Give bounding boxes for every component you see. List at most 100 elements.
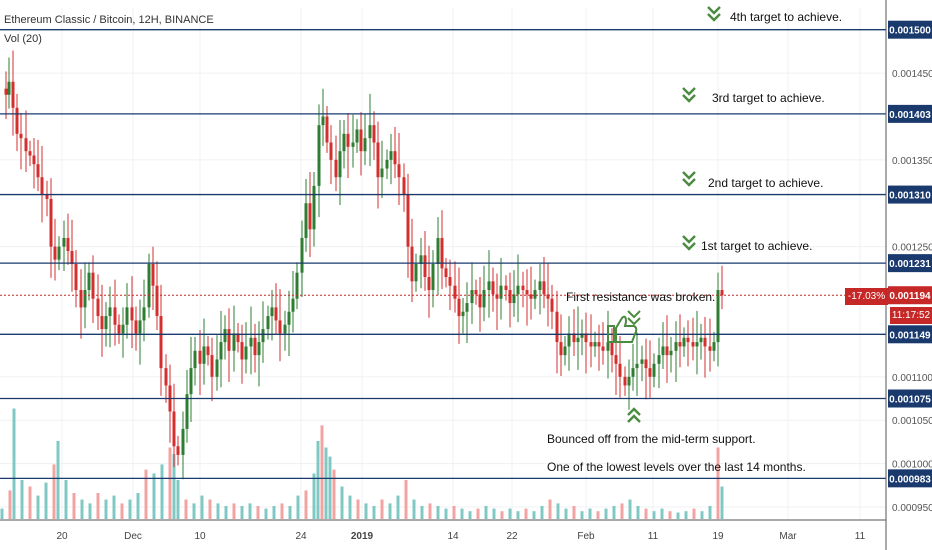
down-chevron-icon xyxy=(682,87,696,103)
candle-body xyxy=(436,237,440,264)
volume-bar xyxy=(720,486,724,519)
level-label-bg xyxy=(888,254,932,273)
volume-bar xyxy=(176,480,180,519)
volume-bar xyxy=(28,486,32,519)
candle-body xyxy=(508,290,512,304)
volume-bar xyxy=(216,503,220,519)
candle-body xyxy=(176,446,180,455)
candle-body xyxy=(346,133,350,147)
level-label: 0.001500 xyxy=(889,26,931,37)
candle-body xyxy=(151,264,155,286)
volume-bar xyxy=(88,503,92,519)
volume-bar xyxy=(96,493,100,519)
level-label: 0.000983 xyxy=(889,474,931,485)
candle-body xyxy=(155,285,159,317)
volume-bar xyxy=(716,447,720,519)
candle-body xyxy=(28,151,32,156)
volume-indicator-label[interactable]: Vol (20) xyxy=(4,33,42,45)
volume-bar xyxy=(428,503,432,519)
candle-body xyxy=(62,237,66,247)
candle-body xyxy=(380,168,384,178)
volume-bar xyxy=(356,499,360,519)
volume-bar xyxy=(532,511,536,519)
candle-body xyxy=(538,281,542,291)
candle-body xyxy=(74,264,78,291)
volume-bar xyxy=(660,508,664,519)
volume-bar xyxy=(264,508,268,519)
candle-body xyxy=(287,311,291,325)
candle-body xyxy=(627,376,631,386)
candle-body xyxy=(516,285,520,295)
price-axis: 0.001450 0.001350 0.001250 0.001100 0.001050… xyxy=(885,0,932,550)
volume-bar xyxy=(524,508,528,519)
candle-body xyxy=(257,342,261,356)
candle-body xyxy=(376,142,380,178)
candle-body xyxy=(334,159,338,178)
annotation-text: 2nd target to achieve. xyxy=(708,176,823,190)
candle-body xyxy=(614,355,618,364)
candle-body xyxy=(448,277,452,286)
candle-body xyxy=(453,285,457,299)
volume-bar xyxy=(596,511,600,519)
volume-bar xyxy=(200,495,204,519)
candle-body xyxy=(461,311,465,317)
volume-bar xyxy=(556,503,560,519)
x-tick-label: 22 xyxy=(506,531,518,542)
volume-bar xyxy=(508,508,512,519)
volume-bar xyxy=(160,464,164,519)
candle-body xyxy=(580,333,584,338)
price-levels: 0.001500 0.001403 0.001310 0.001231 0.001149… xyxy=(0,20,932,488)
candle-body xyxy=(266,316,270,330)
candle-body xyxy=(351,142,355,147)
candle-body xyxy=(631,368,635,377)
x-tick-label: 11 xyxy=(648,531,659,542)
candle-body xyxy=(635,363,639,369)
candle-body xyxy=(189,368,193,395)
y-tick-label: 0.001000 xyxy=(892,460,932,471)
x-tick-label: 19 xyxy=(712,531,724,542)
volume-bar xyxy=(128,499,132,519)
candle-body xyxy=(193,350,197,369)
candle-body xyxy=(198,350,202,364)
candle-body xyxy=(644,359,648,369)
volume-bar xyxy=(20,480,24,519)
volume-bar xyxy=(420,506,424,519)
candle-body xyxy=(665,346,669,356)
volume-bar xyxy=(324,447,328,519)
volume-bar xyxy=(516,511,520,519)
volume-bar xyxy=(580,511,584,519)
candle-body xyxy=(504,285,508,291)
volume-bar xyxy=(0,508,4,519)
volume-bar xyxy=(12,408,16,519)
candle-body xyxy=(70,250,74,264)
candle-body xyxy=(623,376,627,386)
candle-body xyxy=(368,125,372,139)
volume-bar xyxy=(172,454,176,519)
level-label: 0.001149 xyxy=(889,330,931,341)
candle-body xyxy=(661,346,665,356)
x-tick-label: Feb xyxy=(577,531,595,542)
candle-body xyxy=(53,246,57,260)
candle-body xyxy=(699,337,703,343)
volume-bar xyxy=(120,503,124,519)
volume-bars xyxy=(0,408,724,519)
volume-bar xyxy=(288,506,292,519)
volume-bar xyxy=(240,506,244,519)
level-label: 0.001075 xyxy=(889,395,931,406)
candle-body xyxy=(712,342,716,351)
candle-body xyxy=(640,359,644,364)
volume-bar xyxy=(136,493,140,519)
volume-bar xyxy=(692,508,696,519)
x-tick-label: 2019 xyxy=(351,531,374,542)
candle-body xyxy=(317,125,321,186)
candle-body xyxy=(495,294,499,299)
candle-body xyxy=(389,151,393,160)
x-tick-label: 11 xyxy=(855,531,866,542)
volume-bar xyxy=(460,508,464,519)
y-tick-label: 0.001250 xyxy=(892,243,932,254)
down-chevron-icon xyxy=(627,310,641,326)
volume-bar xyxy=(668,511,672,519)
x-tick-label: 10 xyxy=(194,531,206,542)
